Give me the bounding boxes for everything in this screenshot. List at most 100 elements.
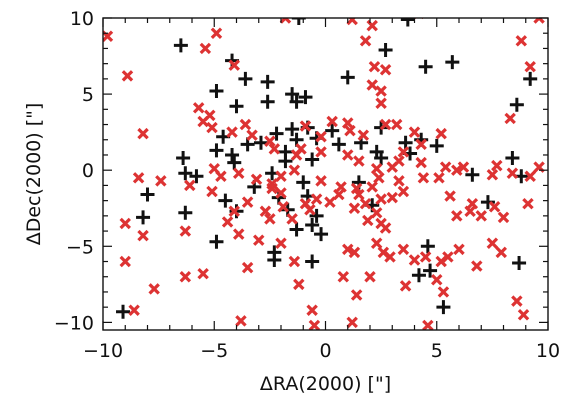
data-point-x xyxy=(326,115,338,128)
data-point-x xyxy=(515,35,528,47)
data-point-x xyxy=(375,97,387,109)
data-point-x xyxy=(342,243,354,256)
data-point-x xyxy=(415,156,427,169)
data-point-plus xyxy=(331,137,346,152)
data-point-x xyxy=(315,175,327,187)
data-point-x xyxy=(364,271,376,283)
data-point-x xyxy=(342,149,354,161)
data-point-x xyxy=(197,267,209,280)
data-point-plus xyxy=(505,151,520,166)
data-point-x xyxy=(264,213,276,225)
data-point-x xyxy=(253,234,265,246)
data-point-x xyxy=(264,135,276,148)
data-point-x xyxy=(453,243,465,256)
data-point-x xyxy=(346,316,358,329)
data-point-plus xyxy=(523,71,538,86)
data-point-plus xyxy=(227,155,242,170)
data-point-x xyxy=(375,193,387,205)
data-point-x xyxy=(517,309,530,321)
data-point-plus xyxy=(296,175,311,190)
data-point-x xyxy=(306,304,318,316)
x-axis-title: ΔRA(2000) ["] xyxy=(260,373,391,395)
data-point-plus xyxy=(400,18,415,27)
data-point-plus xyxy=(260,94,275,109)
x-tick-label: 10 xyxy=(536,340,560,362)
data-point-x xyxy=(215,170,227,183)
data-point-x xyxy=(184,179,196,192)
data-point-plus xyxy=(309,208,324,223)
data-point-plus xyxy=(136,210,151,225)
data-point-x xyxy=(393,155,405,167)
data-point-x xyxy=(370,207,383,219)
data-point-x xyxy=(232,167,245,179)
data-point-x xyxy=(308,319,321,330)
data-point-x xyxy=(491,159,503,172)
data-point-x xyxy=(277,200,289,213)
data-point-x xyxy=(408,254,421,266)
data-point-x xyxy=(119,255,131,268)
data-point-x xyxy=(304,204,316,216)
data-point-plus xyxy=(411,268,426,283)
data-point-x xyxy=(315,146,327,158)
data-point-plus xyxy=(218,193,233,208)
data-point-x xyxy=(399,280,412,292)
data-point-x xyxy=(475,210,487,222)
data-point-x xyxy=(299,120,312,132)
data-point-x xyxy=(379,118,392,131)
data-point-x xyxy=(533,18,545,24)
data-point-x xyxy=(137,127,149,140)
data-point-x xyxy=(179,271,192,283)
data-point-x xyxy=(497,211,510,224)
data-point-plus xyxy=(378,42,393,57)
data-point-x xyxy=(342,117,354,129)
data-point-x xyxy=(397,185,410,198)
data-point-x xyxy=(324,196,336,208)
plot-marks xyxy=(103,18,561,330)
data-point-plus xyxy=(512,256,527,271)
data-point-plus xyxy=(253,135,268,150)
data-point-x xyxy=(486,169,499,181)
data-point-x xyxy=(552,77,561,86)
data-point-plus xyxy=(173,38,188,53)
data-point-plus xyxy=(305,254,320,269)
data-point-x xyxy=(288,164,301,176)
data-point-x xyxy=(241,196,254,208)
data-point-x xyxy=(366,79,378,91)
data-point-x xyxy=(337,271,350,283)
data-point-x xyxy=(524,60,536,73)
data-point-plus xyxy=(260,74,275,89)
data-point-x xyxy=(488,200,501,213)
data-point-x xyxy=(348,202,361,214)
y-tick-label: 0 xyxy=(82,160,94,182)
data-point-plus xyxy=(285,87,300,102)
data-point-x xyxy=(393,175,405,187)
data-point-x xyxy=(290,149,303,161)
data-point-x xyxy=(250,173,263,186)
data-point-plus xyxy=(436,300,451,315)
data-point-x xyxy=(226,126,238,138)
data-point-x xyxy=(486,237,499,249)
data-point-x xyxy=(379,64,392,76)
data-point-x xyxy=(228,205,241,218)
data-point-x xyxy=(522,197,534,210)
data-point-x xyxy=(414,18,424,20)
data-point-x xyxy=(379,222,392,234)
data-point-x xyxy=(179,225,192,237)
data-point-x xyxy=(466,197,479,210)
data-point-plus xyxy=(314,227,329,242)
data-point-plus xyxy=(225,147,240,162)
data-point-x xyxy=(431,274,443,286)
data-point-x xyxy=(419,251,432,263)
data-point-x xyxy=(197,115,209,128)
data-point-x xyxy=(241,261,254,274)
data-point-x xyxy=(266,182,278,195)
data-point-x xyxy=(384,251,396,263)
data-point-x xyxy=(451,210,463,222)
data-point-x xyxy=(457,161,470,173)
data-point-plus xyxy=(209,234,224,249)
data-point-plus xyxy=(178,166,193,181)
data-point-x xyxy=(353,188,365,201)
data-point-x xyxy=(155,175,167,187)
data-point-x xyxy=(206,121,218,134)
data-point-plus xyxy=(480,195,495,210)
